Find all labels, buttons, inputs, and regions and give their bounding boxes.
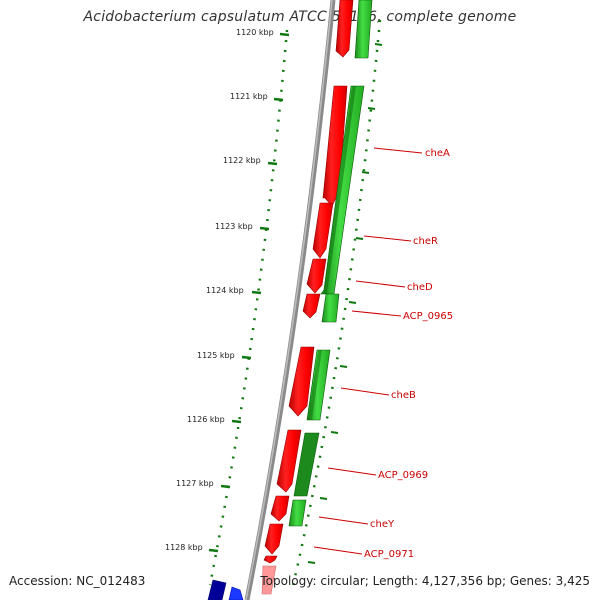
gene-red-5[interactable] (302, 293, 321, 319)
gene-green-4-stripe (308, 350, 322, 420)
tick-label-1128: 1128 kbp (165, 543, 203, 552)
tick-label-1125: 1125 kbp (197, 351, 235, 360)
gene-red-8[interactable] (270, 495, 290, 522)
gene-green-1[interactable] (354, 0, 373, 59)
outer-tick-marks (307, 43, 383, 564)
tick-label-1120: 1120 kbp (236, 28, 274, 37)
gene-red-11[interactable] (261, 565, 277, 595)
tick-label-1122: 1122 kbp (223, 156, 261, 165)
reverse-strand-genes (261, 0, 354, 595)
gene-red-6[interactable] (288, 346, 315, 417)
gene-red-4[interactable] (306, 258, 327, 294)
gene-blue-2[interactable] (228, 586, 244, 600)
gene-label-ACP_0971[interactable]: ACP_0971 (364, 549, 414, 560)
gene-label-cheR[interactable]: cheR (413, 236, 438, 247)
gene-label-ACP_0969[interactable]: ACP_0969 (378, 470, 428, 481)
scale-tick-marks (208, 32, 290, 553)
gene-label-cheD[interactable]: cheD (407, 282, 433, 293)
gene-red-1[interactable] (335, 0, 354, 58)
tick-label-1121: 1121 kbp (230, 92, 268, 101)
tick-label-1124: 1124 kbp (206, 286, 244, 295)
gene-label-cheA[interactable]: cheA (425, 148, 450, 159)
map-title: Acidobacterium capsulatum ATCC 51196, co… (83, 9, 517, 25)
genome-backbone (244, 0, 336, 600)
tick-label-1127: 1127 kbp (176, 479, 214, 488)
gene-red-3[interactable] (312, 202, 334, 259)
gene-red-2[interactable] (322, 85, 348, 207)
accession-text: Accession: NC_012483 (9, 574, 146, 588)
forward-strand-genes (288, 0, 373, 527)
tick-label-1123: 1123 kbp (215, 222, 253, 231)
gene-red-7[interactable] (276, 429, 302, 493)
gene-green-6[interactable] (288, 499, 307, 527)
gene-green-5[interactable] (293, 432, 320, 497)
gene-green-3[interactable] (321, 293, 340, 323)
gene-label-ACP_0965[interactable]: ACP_0965 (403, 311, 453, 322)
topology-text: Topology: circular; Length: 4,127,356 bp… (260, 574, 590, 588)
blue-features (207, 579, 244, 600)
scale-dotted-arc-inner (208, 29, 289, 586)
gene-red-10[interactable] (263, 555, 278, 564)
gene-label-cheY[interactable]: cheY (370, 519, 395, 530)
gene-green-2-stripe (323, 86, 356, 294)
gene-red-9[interactable] (264, 523, 284, 555)
tick-label-1126: 1126 kbp (187, 415, 225, 424)
genome-backbone-highlight (245, 0, 333, 600)
gene-label-cheB[interactable]: cheB (391, 390, 416, 401)
label-leader-lines (313, 147, 423, 555)
gene-blue-1[interactable] (207, 579, 227, 600)
